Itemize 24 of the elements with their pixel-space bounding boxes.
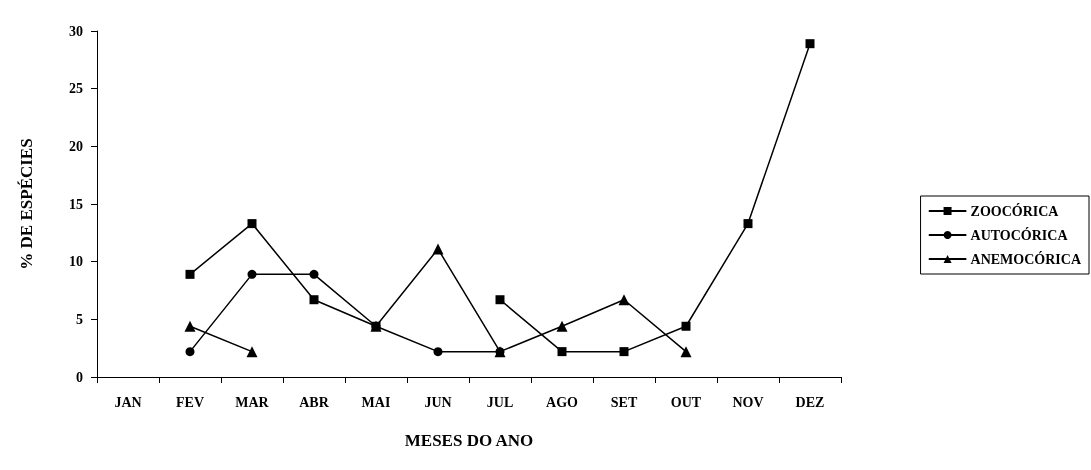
y-axis-title: % DE ESPÉCIES bbox=[17, 138, 36, 270]
y-tick-label: 20 bbox=[69, 138, 83, 154]
x-tick-label: MAI bbox=[361, 394, 391, 410]
x-tick-label: DEZ bbox=[795, 394, 825, 410]
x-axis-title: MESES DO ANO bbox=[404, 431, 534, 450]
legend-label: ZOOCÓRICA bbox=[970, 202, 1060, 219]
x-tick-label: JUL bbox=[486, 394, 514, 410]
x-tick-label: FEV bbox=[176, 394, 204, 410]
y-tick-label: 25 bbox=[69, 81, 83, 97]
x-tick-label: OUT bbox=[670, 394, 702, 410]
y-tick-label: 10 bbox=[69, 254, 83, 270]
y-tick-label: 15 bbox=[69, 196, 83, 212]
x-tick-label: AGO bbox=[546, 394, 579, 410]
x-tick-label: MAR bbox=[235, 394, 270, 410]
legend-label: ANEMOCÓRICA bbox=[970, 250, 1082, 267]
x-tick-label: JUN bbox=[424, 394, 452, 410]
x-tick-label: ABR bbox=[299, 394, 330, 410]
x-tick-label: JAN bbox=[114, 394, 142, 410]
y-tick-label: 0 bbox=[76, 369, 83, 385]
y-tick-label: 30 bbox=[69, 23, 83, 39]
x-tick-label: NOV bbox=[732, 394, 764, 410]
y-tick-label: 5 bbox=[76, 311, 83, 327]
legend-label: AUTOCÓRICA bbox=[970, 226, 1069, 243]
x-tick-label: SET bbox=[610, 394, 638, 410]
